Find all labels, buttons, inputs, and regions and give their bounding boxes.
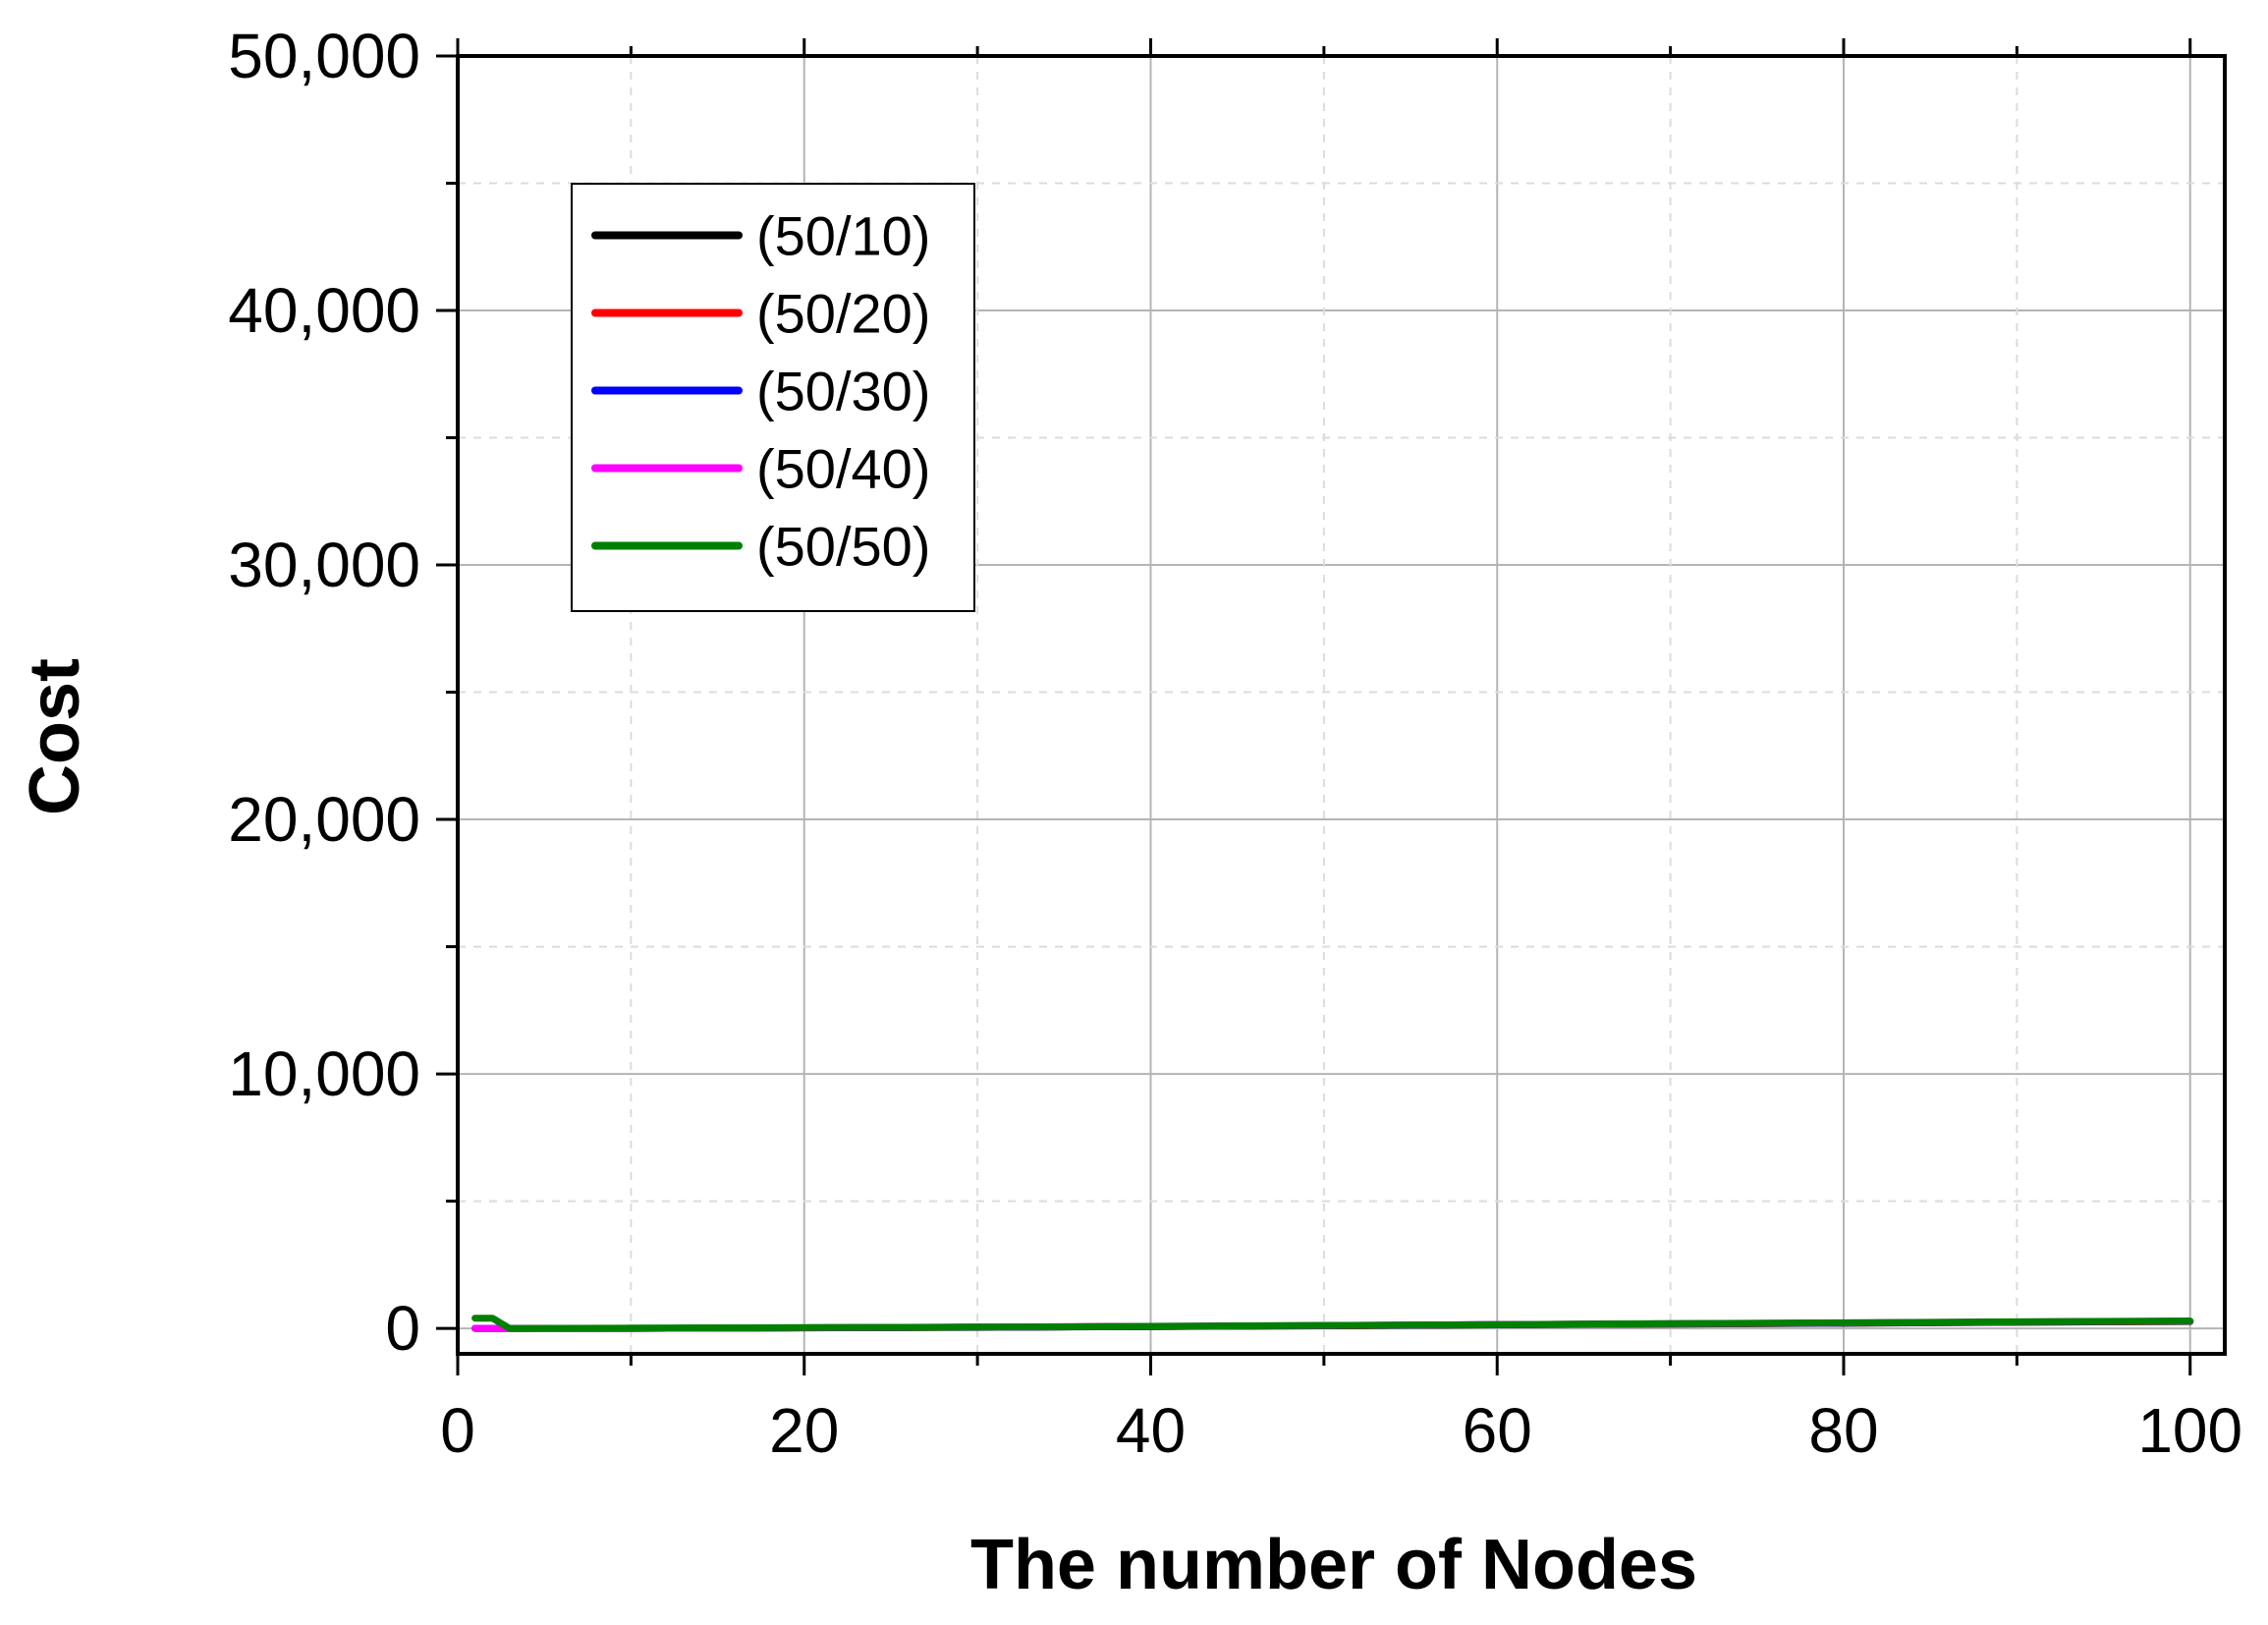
legend-label: (50/20) bbox=[756, 283, 930, 345]
axes: 0 20 40 60 80 100 0 10,000 20,000 30,000 40,000 50,… bbox=[228, 21, 2242, 1466]
y-tick-label: 20,000 bbox=[228, 784, 420, 855]
y-tick-label: 50,000 bbox=[228, 21, 420, 91]
y-tick-label: 30,000 bbox=[228, 530, 420, 600]
legend-label: (50/10) bbox=[756, 205, 930, 267]
series-line bbox=[471, 1315, 2194, 1332]
legend-box bbox=[571, 183, 975, 612]
x-tick-label: 80 bbox=[1808, 1395, 1878, 1466]
plot-frame bbox=[456, 54, 2227, 1356]
legend-label: (50/40) bbox=[756, 438, 930, 500]
legend: (50/10) (50/20) (50/30) (50/40) (50/50) bbox=[571, 183, 975, 612]
x-tick-label: 0 bbox=[440, 1395, 475, 1466]
y-axis-title: Cost bbox=[16, 658, 94, 815]
y-tick-label: 40,000 bbox=[228, 275, 420, 346]
legend-label: (50/30) bbox=[756, 361, 930, 422]
plot-lines bbox=[471, 1315, 2194, 1332]
legend-label: (50/50) bbox=[756, 516, 930, 578]
y-tick-label: 10,000 bbox=[228, 1038, 420, 1109]
x-tick-label: 100 bbox=[2137, 1395, 2242, 1466]
x-axis-title: The number of Nodes bbox=[970, 1526, 1697, 1604]
x-tick-label: 60 bbox=[1463, 1395, 1532, 1466]
y-tick-label: 0 bbox=[385, 1293, 420, 1364]
x-tick-label: 20 bbox=[769, 1395, 839, 1466]
x-tick-label: 40 bbox=[1116, 1395, 1186, 1466]
